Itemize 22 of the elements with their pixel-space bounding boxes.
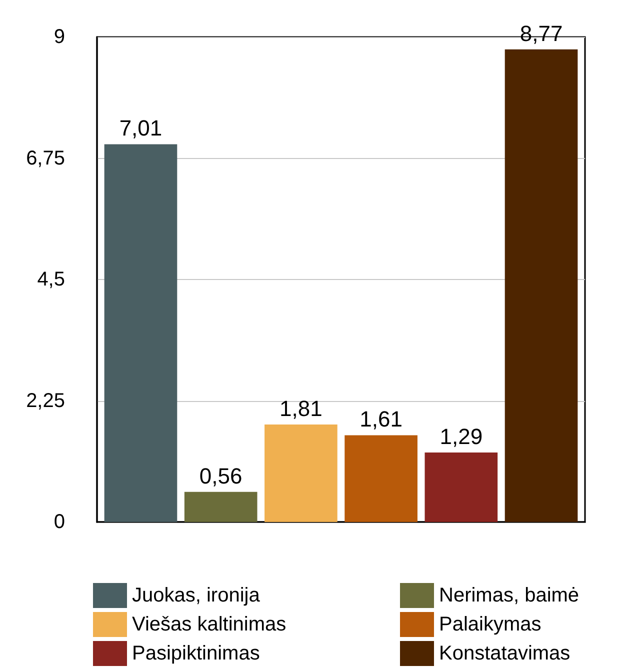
bar	[344, 435, 418, 522]
bar	[264, 424, 338, 522]
legend-label: Konstatavimas	[439, 642, 570, 664]
bar	[184, 492, 258, 522]
y-tick-label: 4,5	[37, 268, 65, 290]
data-label: 1,81	[280, 396, 322, 421]
bar	[424, 452, 498, 522]
legend-label: Nerimas, baimė	[439, 584, 580, 606]
data-label: 7,01	[119, 116, 162, 141]
legend-label: Palaikymas	[439, 614, 542, 636]
legend-label: Juokas, ironija	[132, 584, 261, 606]
data-label: 0,56	[199, 463, 242, 488]
legend-label: Viešas kaltinimas	[132, 614, 286, 636]
data-label: 1,61	[360, 406, 402, 432]
y-tick-label: 2,25	[26, 390, 65, 412]
bar	[104, 144, 178, 522]
y-tick-label: 9	[54, 26, 65, 48]
data-label: 1,29	[440, 424, 483, 449]
y-tick-label: 0	[54, 511, 65, 533]
y-tick-label: 6,75	[26, 147, 65, 170]
bar	[504, 49, 578, 522]
legend-label: Pasipiktinimas	[132, 642, 260, 664]
